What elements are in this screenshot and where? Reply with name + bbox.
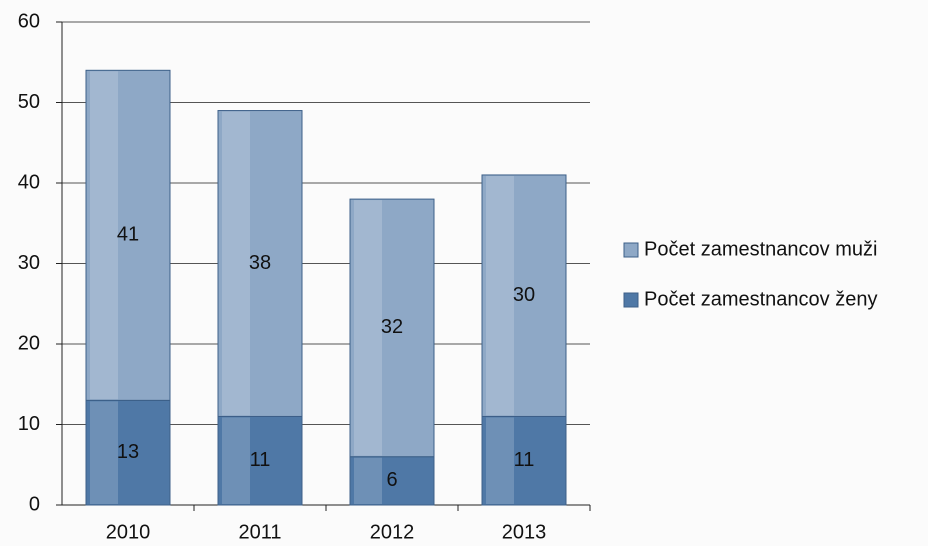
value-label: 38	[249, 252, 271, 274]
y-tick-label: 40	[18, 171, 40, 193]
legend-label: Počet zamestnancov ženy	[644, 288, 877, 310]
y-tick-label: 20	[18, 332, 40, 354]
x-tick-label: 2010	[106, 521, 151, 543]
bar-segment	[349, 198, 435, 458]
bar-shine	[90, 401, 118, 504]
x-tick-label: 2011	[238, 521, 281, 543]
bar-segment	[481, 174, 567, 417]
x-tick-label: 2012	[370, 521, 415, 543]
bar-shine	[222, 417, 250, 504]
bar-shine	[354, 200, 382, 456]
bar-segment	[481, 415, 567, 506]
value-label: 32	[381, 316, 403, 338]
value-label: 11	[514, 449, 535, 471]
y-tick-label: 10	[18, 413, 40, 435]
value-label: 41	[117, 224, 139, 246]
value-label: 30	[513, 284, 535, 306]
y-tick-label: 60	[18, 10, 40, 32]
bar-segment	[85, 69, 171, 401]
bar-segment	[217, 110, 303, 417]
bar-shine	[354, 457, 382, 504]
bar-segment	[85, 399, 171, 506]
value-label: 13	[117, 441, 139, 463]
bar-shine	[486, 417, 514, 504]
legend-swatch	[623, 292, 639, 308]
value-label: 6	[386, 469, 397, 491]
bar-shine	[90, 71, 118, 400]
bar-shine	[222, 111, 250, 416]
y-tick-label: 0	[29, 493, 40, 515]
y-tick-label: 30	[18, 252, 40, 274]
legend-swatch	[623, 242, 639, 258]
x-tick-label: 2013	[502, 521, 547, 543]
value-label: 11	[250, 449, 271, 471]
legend-label: Počet zamestnancov muži	[644, 238, 877, 260]
bar-shine	[486, 175, 514, 416]
bar-segment	[349, 456, 435, 506]
y-tick-label: 50	[18, 91, 40, 113]
